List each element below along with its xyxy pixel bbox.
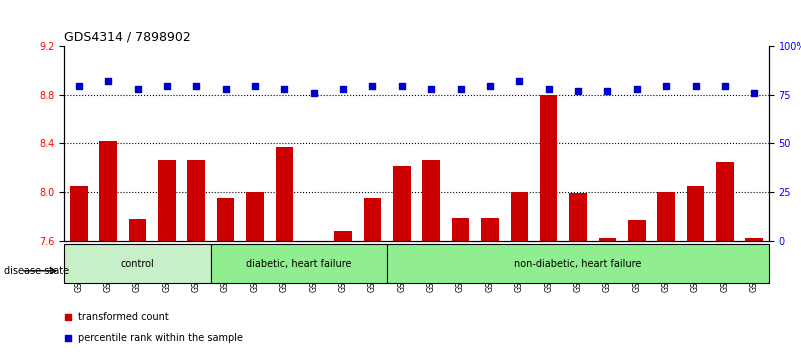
Point <box>484 83 497 89</box>
Bar <box>246 192 264 354</box>
Bar <box>481 218 499 354</box>
FancyBboxPatch shape <box>64 244 211 283</box>
Point <box>131 86 144 91</box>
Bar <box>422 160 440 354</box>
Text: disease state: disease state <box>4 266 69 276</box>
Point <box>160 83 173 89</box>
Text: GDS4314 / 7898902: GDS4314 / 7898902 <box>64 30 191 44</box>
Bar <box>540 95 557 354</box>
Point <box>190 83 203 89</box>
Point <box>278 86 291 91</box>
Bar <box>658 192 675 354</box>
Point <box>513 79 525 84</box>
Point <box>219 86 232 91</box>
Point <box>72 83 85 89</box>
Point <box>102 79 115 84</box>
Point <box>572 88 585 94</box>
Bar <box>99 141 117 354</box>
Point <box>748 91 761 96</box>
Point <box>630 86 643 91</box>
Point <box>689 83 702 89</box>
Bar <box>217 198 235 354</box>
Point <box>308 91 320 96</box>
Bar <box>716 162 734 354</box>
Text: control: control <box>121 259 155 269</box>
Bar <box>510 192 528 354</box>
Point <box>425 86 437 91</box>
Bar <box>628 220 646 354</box>
Point <box>542 86 555 91</box>
Point <box>396 83 409 89</box>
Bar <box>570 193 587 354</box>
FancyBboxPatch shape <box>211 244 387 283</box>
Bar <box>452 218 469 354</box>
Text: non-diabetic, heart failure: non-diabetic, heart failure <box>514 259 642 269</box>
Bar <box>158 160 175 354</box>
Bar <box>364 198 381 354</box>
Point <box>248 83 261 89</box>
Point <box>442 246 455 251</box>
Bar <box>70 186 87 354</box>
Bar <box>187 160 205 354</box>
Text: percentile rank within the sample: percentile rank within the sample <box>78 333 244 343</box>
Bar <box>334 231 352 354</box>
Point <box>336 86 349 91</box>
Point <box>601 88 614 94</box>
Point <box>660 83 673 89</box>
Text: transformed count: transformed count <box>78 312 169 322</box>
Bar <box>393 166 411 354</box>
Bar <box>746 238 763 354</box>
Point <box>366 83 379 89</box>
Bar <box>305 241 323 354</box>
Bar <box>686 186 704 354</box>
Bar <box>276 147 293 354</box>
Point <box>442 52 455 58</box>
Bar <box>129 219 147 354</box>
Bar <box>598 238 616 354</box>
FancyBboxPatch shape <box>387 244 769 283</box>
Point <box>454 86 467 91</box>
Point <box>718 83 731 89</box>
Text: diabetic, heart failure: diabetic, heart failure <box>246 259 352 269</box>
